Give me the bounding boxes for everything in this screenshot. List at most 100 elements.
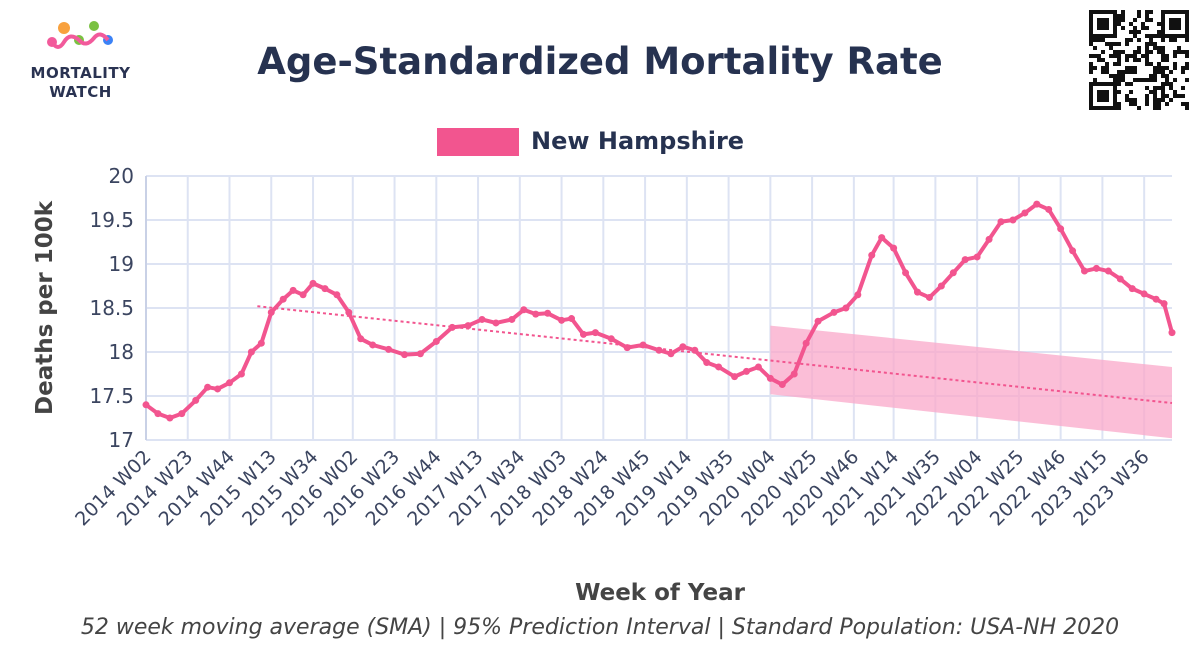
- qr-module: [1157, 98, 1161, 102]
- data-point: [267, 308, 275, 316]
- y-tick-label: 17: [109, 428, 134, 452]
- data-point: [1009, 216, 1017, 224]
- data-point: [878, 234, 886, 242]
- qr-module: [1093, 46, 1097, 50]
- qr-module: [1097, 34, 1101, 38]
- qr-module: [1161, 54, 1165, 58]
- qr-module: [1133, 54, 1137, 58]
- qr-module: [1161, 70, 1165, 74]
- data-point: [715, 363, 723, 371]
- qr-module: [1133, 30, 1137, 34]
- qr-module: [1089, 70, 1093, 74]
- qr-module: [1161, 46, 1165, 50]
- qr-module: [1117, 22, 1121, 26]
- qr-module: [1153, 98, 1157, 102]
- qr-module: [1153, 42, 1157, 46]
- qr-module: [1153, 90, 1157, 94]
- qr-module: [1153, 70, 1157, 74]
- qr-module: [1089, 26, 1093, 30]
- qr-module: [1113, 42, 1117, 46]
- qr-module: [1097, 10, 1101, 14]
- qr-module: [1169, 18, 1173, 22]
- data-point: [925, 293, 933, 301]
- qr-module: [1129, 54, 1133, 58]
- qr-module: [1137, 50, 1141, 54]
- data-point: [997, 218, 1005, 226]
- qr-module: [1161, 66, 1165, 70]
- y-tick-label: 19.5: [89, 208, 134, 232]
- qr-module: [1169, 22, 1173, 26]
- data-point: [973, 253, 981, 261]
- data-point: [842, 304, 850, 312]
- qr-module: [1109, 46, 1113, 50]
- data-point: [299, 291, 307, 299]
- qr-module: [1157, 34, 1161, 38]
- qr-module: [1185, 66, 1189, 70]
- qr-module: [1129, 102, 1133, 106]
- data-point: [623, 344, 631, 352]
- data-point: [154, 410, 162, 418]
- qr-module: [1105, 106, 1109, 110]
- data-point: [579, 330, 587, 338]
- data-point: [639, 341, 647, 349]
- data-point: [961, 256, 969, 264]
- data-point: [1160, 300, 1168, 308]
- qr-module: [1129, 82, 1133, 86]
- qr-module: [1141, 54, 1145, 58]
- logo-dot-orange: [58, 22, 70, 34]
- qr-module: [1185, 26, 1189, 30]
- qr-module: [1105, 94, 1109, 98]
- qr-module: [1113, 94, 1117, 98]
- qr-module: [1097, 82, 1101, 86]
- qr-module: [1101, 38, 1105, 42]
- data-point: [520, 306, 528, 314]
- data-point: [192, 396, 200, 404]
- qr-module: [1157, 22, 1161, 26]
- data-point: [1045, 205, 1053, 213]
- qr-module: [1149, 78, 1153, 82]
- qr-module: [1089, 42, 1093, 46]
- qr-module: [1165, 66, 1169, 70]
- qr-module: [1137, 10, 1141, 14]
- data-point: [1104, 267, 1112, 275]
- qr-module: [1101, 34, 1105, 38]
- qr-module: [1145, 86, 1149, 90]
- qr-module: [1133, 26, 1137, 30]
- qr-module: [1133, 98, 1137, 102]
- qr-module: [1089, 90, 1093, 94]
- qr-module: [1177, 22, 1181, 26]
- data-point: [703, 359, 711, 367]
- qr-module: [1185, 10, 1189, 14]
- legend-swatch: [437, 128, 519, 156]
- qr-module: [1133, 66, 1137, 70]
- qr-module: [1089, 18, 1093, 22]
- qr-module: [1105, 22, 1109, 26]
- qr-module: [1109, 74, 1113, 78]
- qr-module: [1149, 50, 1153, 54]
- qr-module: [1101, 18, 1105, 22]
- qr-module: [1169, 86, 1173, 90]
- qr-module: [1121, 14, 1125, 18]
- data-point: [679, 343, 687, 351]
- qr-module: [1089, 14, 1093, 18]
- qr-module: [1109, 106, 1113, 110]
- qr-module: [1153, 46, 1157, 50]
- data-point: [333, 291, 341, 299]
- qr-module: [1173, 50, 1177, 54]
- data-point: [478, 315, 486, 323]
- qr-module: [1149, 18, 1153, 22]
- data-point: [754, 363, 762, 371]
- qr-module: [1137, 46, 1141, 50]
- qr-module: [1117, 82, 1121, 86]
- qr-module: [1185, 62, 1189, 66]
- qr-module: [1105, 62, 1109, 66]
- data-point: [345, 308, 353, 316]
- qr-module: [1101, 58, 1105, 62]
- qr-module: [1141, 26, 1145, 30]
- qr-module: [1113, 50, 1117, 54]
- data-point: [432, 337, 440, 345]
- data-point: [778, 381, 786, 389]
- qr-module: [1157, 70, 1161, 74]
- qr-module: [1161, 58, 1165, 62]
- qr-module: [1145, 78, 1149, 82]
